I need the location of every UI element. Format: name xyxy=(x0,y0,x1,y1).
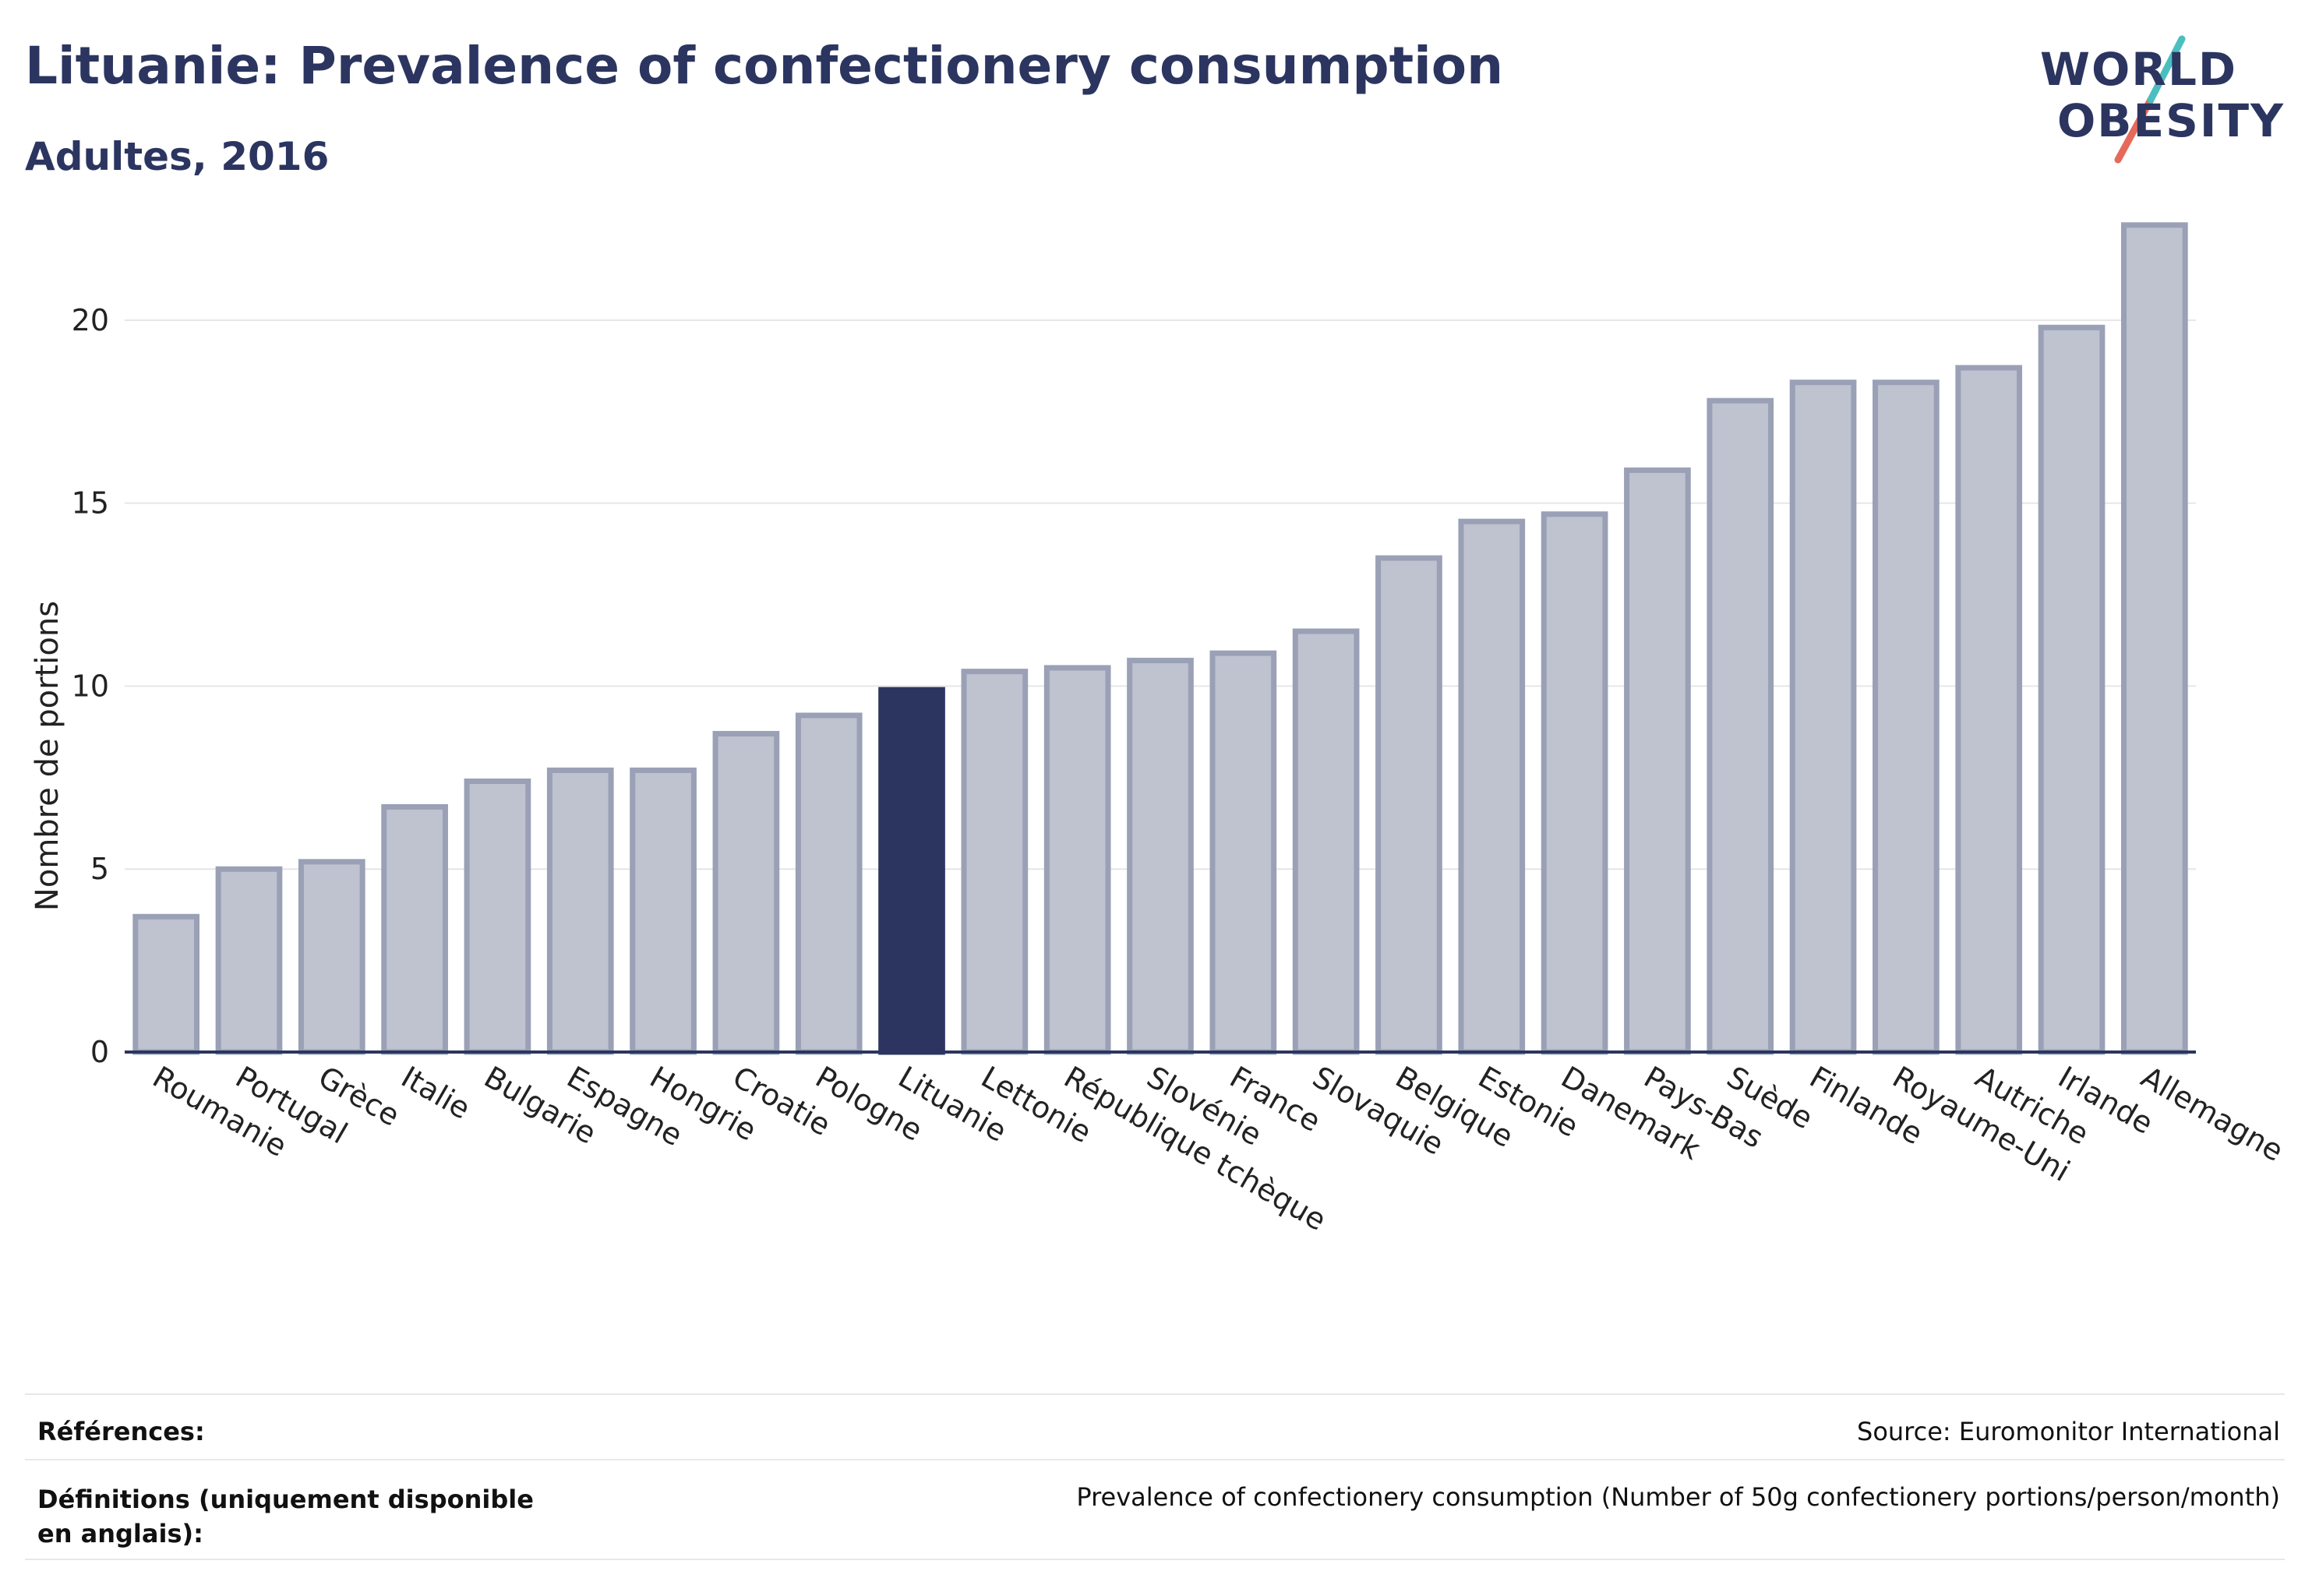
bar-gr-ce xyxy=(298,859,365,1055)
y-tick-label: 0 xyxy=(90,1035,109,1069)
bar-slovaquie xyxy=(1292,628,1360,1055)
bar-r-publique-tch-que xyxy=(1043,665,1111,1055)
bar-allemagne xyxy=(2121,222,2188,1055)
bar-autriche xyxy=(1955,365,2023,1055)
bar-slov-nie xyxy=(1127,658,1194,1055)
footer-divider xyxy=(25,1393,2285,1395)
bar-roumanie xyxy=(132,913,199,1055)
axes: 0 5 10 15 20 xyxy=(72,303,2196,1069)
bar-pologne xyxy=(795,712,863,1055)
references-value: Source: Euromonitor International xyxy=(1857,1417,2280,1446)
chart-title: Lituanie: Prevalence of confectionery co… xyxy=(25,36,1504,96)
footer-divider xyxy=(25,1559,2285,1560)
bar-finlande xyxy=(1789,380,1857,1055)
bar-bulgarie xyxy=(464,779,531,1055)
logo-slash-icon xyxy=(2114,35,2186,164)
bar-lettonie xyxy=(961,669,1029,1055)
logo-slash-upper xyxy=(2147,35,2186,104)
footer-divider xyxy=(25,1459,2285,1460)
chart-subtitle: Adultes, 2016 xyxy=(25,134,330,179)
bar-lituanie xyxy=(878,687,945,1055)
bar-france xyxy=(1209,650,1277,1055)
y-tick-label: 10 xyxy=(72,669,109,703)
y-tick-label: 20 xyxy=(72,303,109,337)
bar-royaume-uni xyxy=(1873,380,1940,1055)
bar-su-de xyxy=(1707,397,1774,1055)
y-tick-label: 15 xyxy=(72,486,109,521)
references-label: Références: xyxy=(37,1417,205,1446)
definitions-label: Définitions (uniquement disponible en an… xyxy=(37,1485,534,1548)
bar-pays-bas xyxy=(1624,467,1691,1055)
logo-slash-lower xyxy=(2114,96,2155,164)
bar-portugal xyxy=(215,866,283,1055)
bar-belgique xyxy=(1375,555,1442,1055)
bar-croatie xyxy=(712,730,780,1055)
bar-estonie xyxy=(1458,518,1526,1055)
x-tick-label: Italie xyxy=(396,1060,476,1126)
bar-irlande xyxy=(2038,324,2106,1055)
logo-word-obesity: OBESITY xyxy=(2057,94,2286,147)
bars xyxy=(132,222,2188,1055)
bar-espagne xyxy=(546,767,614,1055)
y-tick-label: 5 xyxy=(90,852,109,886)
logo-word-world: WORLD xyxy=(2040,43,2238,96)
y-axis-label: Nombre de portions xyxy=(30,601,65,911)
bar-hongrie xyxy=(630,767,697,1055)
definitions-value: Prevalence of confectionery consumption … xyxy=(1076,1482,2280,1512)
world-obesity-logo: WORLD OBESITY xyxy=(2034,23,2291,164)
bar-italie xyxy=(381,803,448,1055)
x-tick-label: Allemagne xyxy=(2135,1060,2289,1168)
bar-danemark xyxy=(1541,511,1608,1055)
